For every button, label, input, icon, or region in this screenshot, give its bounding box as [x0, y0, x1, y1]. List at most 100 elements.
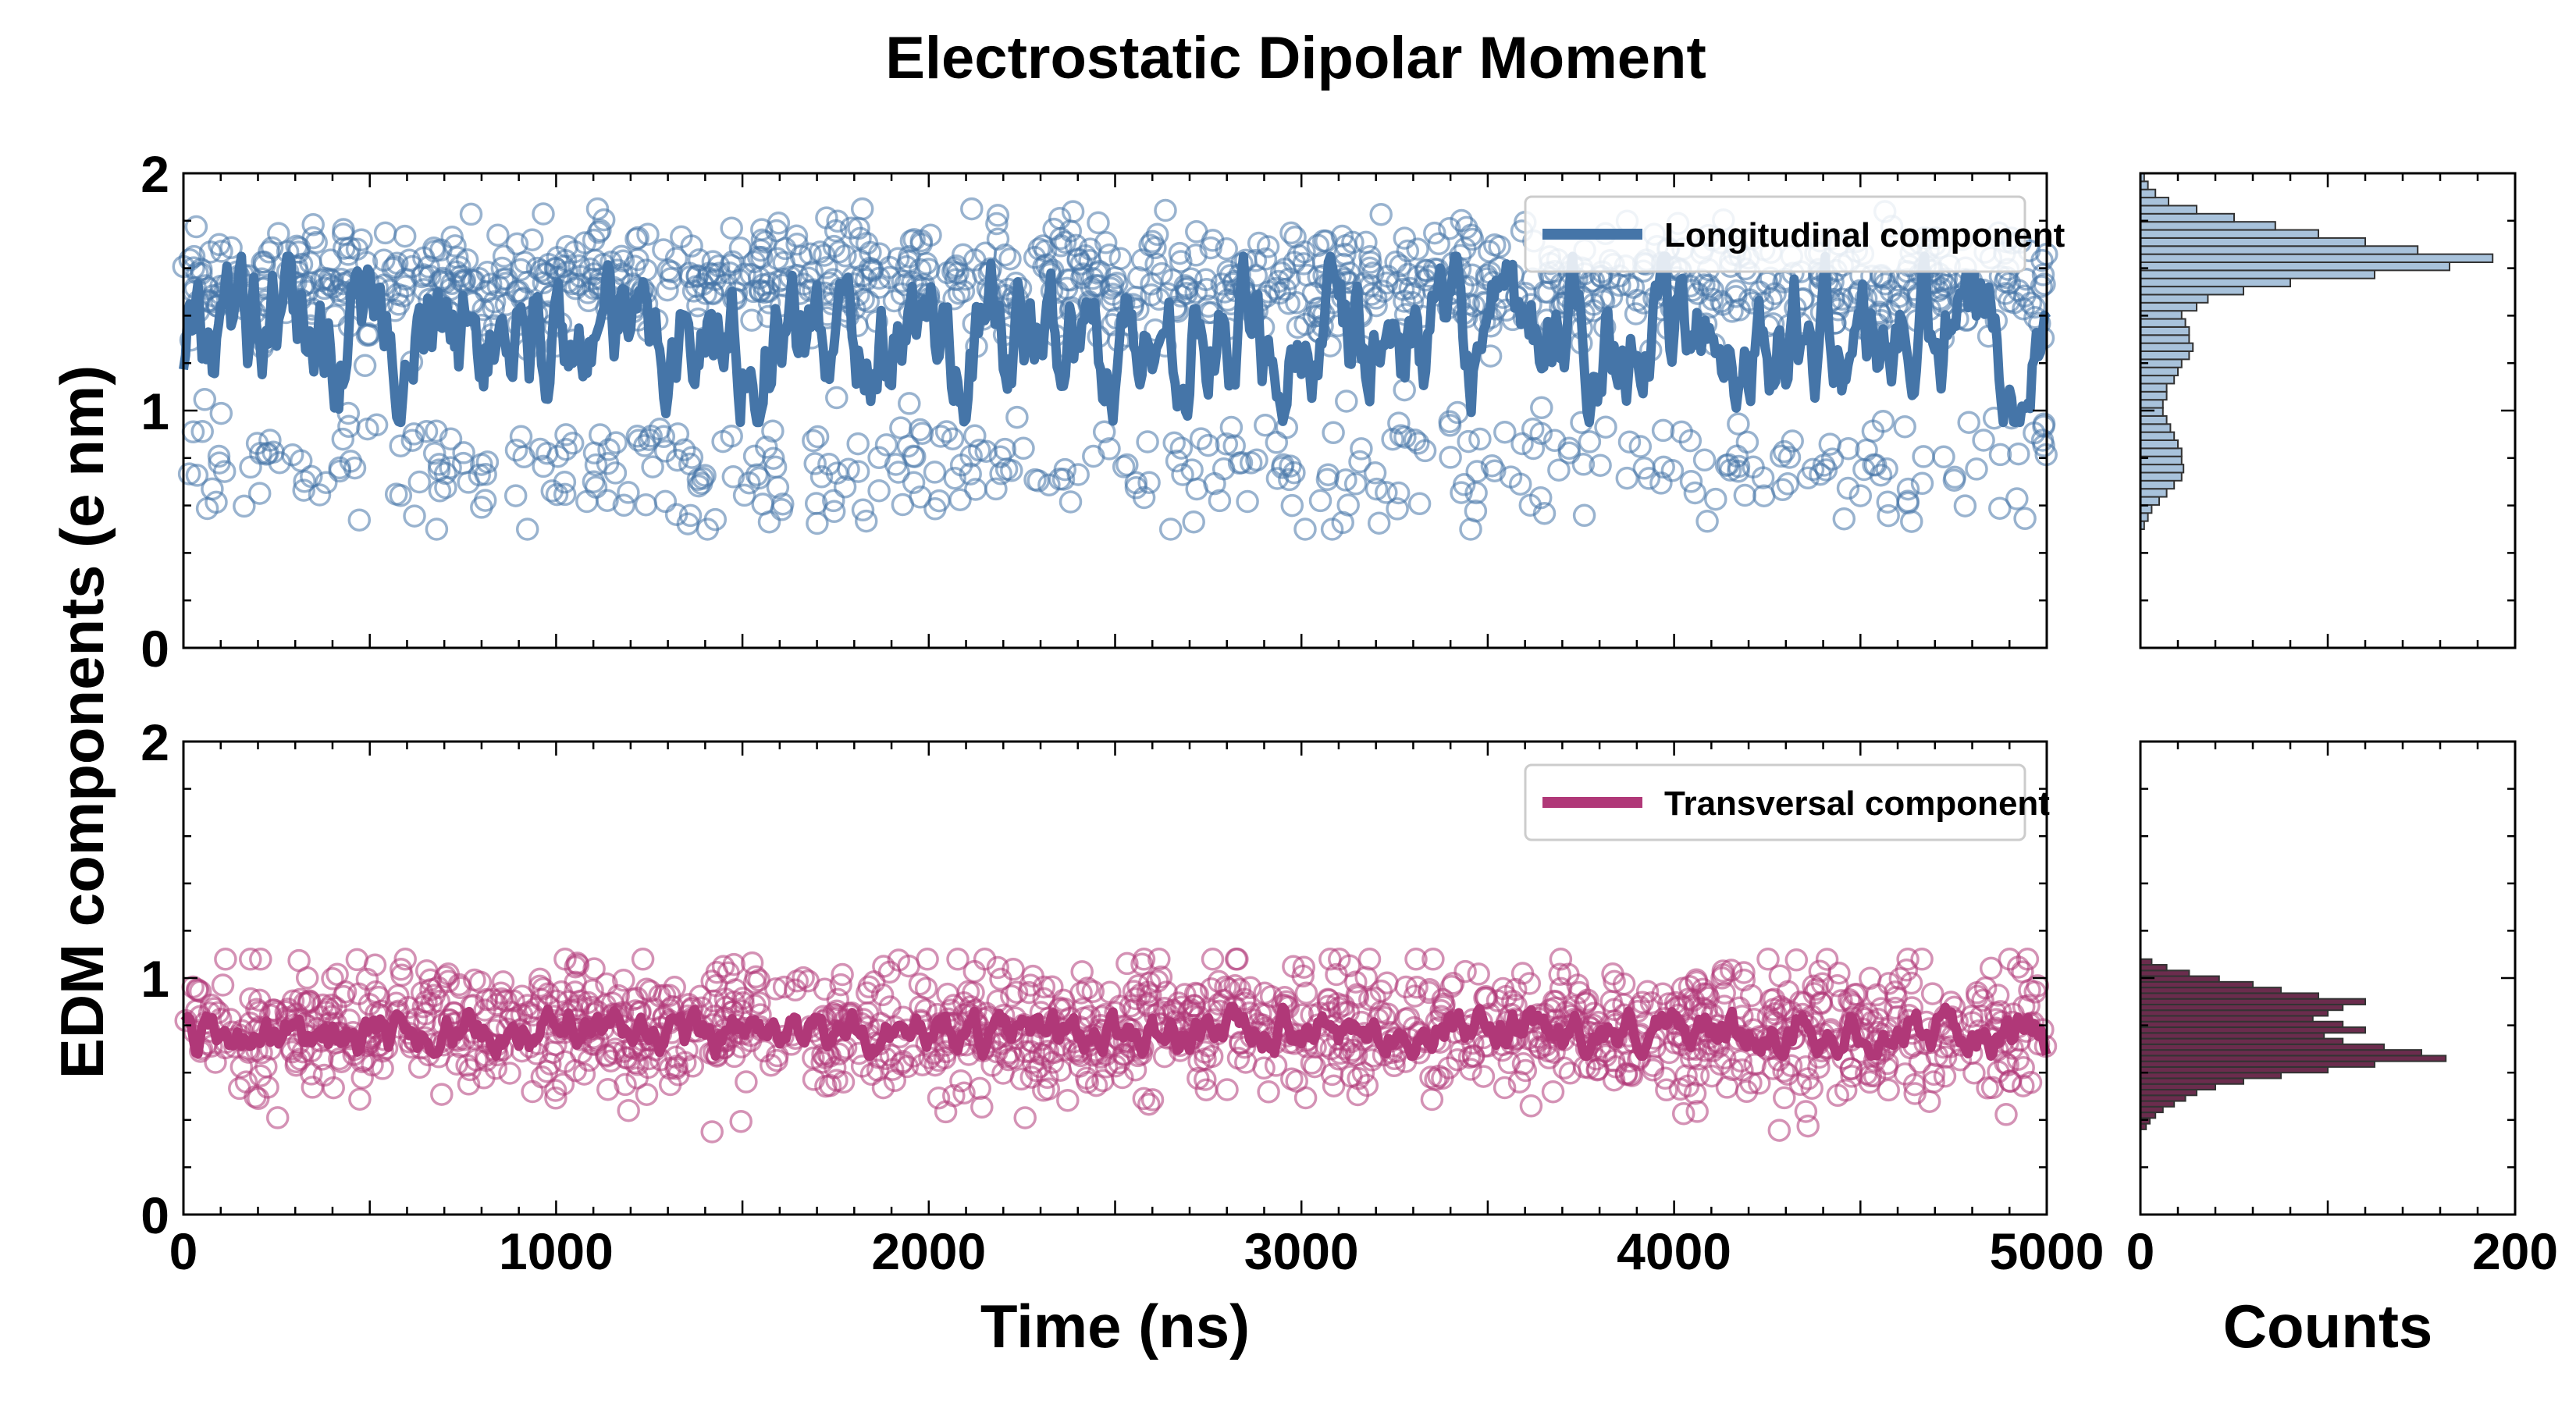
scatter-point: [808, 240, 832, 264]
scatter-point: [625, 986, 649, 1010]
scatter-point: [1532, 501, 1557, 525]
scatter-point: [701, 250, 725, 273]
scatter-point: [1165, 449, 1189, 473]
histogram-bar: [2140, 471, 2183, 482]
scatter-point: [1292, 955, 1316, 979]
scatter-point: [1979, 956, 2003, 980]
scatter-point: [750, 218, 774, 241]
scatter-point: [573, 231, 597, 254]
scatter-point: [433, 461, 457, 486]
scatter-point: [1934, 1045, 1958, 1069]
scatter-point: [678, 265, 703, 289]
scatter-point: [1692, 448, 1717, 472]
scatter-point: [209, 401, 233, 425]
scatter-point: [652, 238, 675, 261]
scatter-point: [265, 1106, 290, 1129]
scatter-point: [1467, 962, 1490, 986]
scatter-point: [1875, 457, 1898, 481]
scatter-point: [766, 475, 790, 500]
histogram-bar: [2140, 447, 2183, 457]
scatter-point: [1049, 234, 1073, 258]
scatter-point: [1578, 430, 1602, 454]
scatter-point: [815, 256, 838, 279]
scatter-point: [1406, 237, 1429, 261]
scatter-point: [1138, 984, 1162, 1007]
scatter-point: [1137, 1092, 1161, 1116]
scatter-points: [172, 197, 2058, 541]
scatter-point: [304, 230, 328, 254]
scatter-point: [696, 518, 720, 541]
scatter-point: [1589, 454, 1612, 477]
x-tick-label: 3000: [1244, 1222, 1359, 1280]
x-tick-label: 5000: [1990, 1222, 2105, 1280]
histogram-bar: [2140, 334, 2190, 344]
scatter-point: [949, 1069, 973, 1093]
scatter-point: [300, 1062, 323, 1086]
scatter-point: [1194, 1078, 1218, 1101]
scatter-point: [486, 223, 510, 247]
scatter-point: [1776, 472, 1800, 496]
scatter-point: [910, 1053, 934, 1076]
scatter-point: [287, 948, 311, 973]
scatter-point: [1866, 1008, 1890, 1031]
scatter-point: [1407, 432, 1430, 455]
legend-box: [1524, 763, 2026, 841]
scatter-point: [678, 452, 702, 476]
legend: Longitudinal component: [1524, 195, 2065, 273]
scatter-point: [293, 469, 316, 493]
histogram-bar: [2140, 1020, 2344, 1029]
scatter-point: [1358, 244, 1382, 269]
scatter-point: [262, 998, 286, 1023]
histogram-bar: [2140, 1037, 2344, 1045]
scatter-point: [1762, 998, 1785, 1022]
scatter-point: [300, 464, 323, 489]
scatter-point: [1704, 487, 1727, 511]
scatter-point: [1655, 1078, 1678, 1102]
scatter-point: [1473, 986, 1496, 1010]
y-axis-label: EDM components (e nm): [48, 365, 116, 1079]
scatter-point: [1183, 981, 1208, 1005]
scatter-point: [1197, 433, 1220, 457]
scatter-point: [1471, 1065, 1496, 1088]
scatter-point: [1278, 468, 1301, 492]
scatter-point: [747, 466, 771, 490]
scatter-point: [1572, 503, 1596, 528]
scatter-point: [1254, 413, 1277, 437]
scatter-point: [214, 948, 237, 971]
scatter-point: [585, 197, 610, 221]
scatter-point: [1068, 1055, 1091, 1078]
scatter-point: [1485, 989, 1510, 1012]
scatter-point: [1468, 427, 1492, 451]
scatter-point: [1687, 1047, 1710, 1071]
scatter-point: [1199, 977, 1223, 1001]
scatter-point: [1900, 510, 1923, 533]
scatter-point: [1393, 226, 1417, 250]
scatter-point: [839, 216, 863, 240]
scatter-point: [1499, 465, 1523, 489]
scatter-point: [772, 975, 796, 999]
scatter-point: [656, 278, 679, 302]
scatter-point: [1236, 489, 1259, 514]
scatter-point: [1547, 458, 1571, 482]
scatter-point: [444, 260, 468, 283]
scatter-point: [1037, 1077, 1061, 1101]
histogram-bar: [2140, 375, 2176, 385]
scatter-point: [824, 219, 848, 243]
x-tick-label: 4000: [1617, 1222, 1731, 1280]
scatter-point: [1130, 248, 1155, 272]
scatter-point: [212, 460, 237, 483]
scatter-point: [941, 427, 965, 450]
scatter-point: [1303, 1055, 1326, 1079]
scatter-point: [575, 489, 599, 514]
scatter-point: [761, 419, 785, 443]
scatter-point: [422, 442, 447, 465]
scatter-point: [1488, 235, 1511, 258]
scatter-point: [1980, 1076, 2005, 1100]
scatter-point: [2032, 434, 2055, 457]
scatter-point: [1678, 429, 1703, 453]
legend-box: [1524, 195, 2026, 273]
scatter-point: [1571, 453, 1596, 476]
scatter-point: [603, 461, 628, 485]
scatter-point: [1965, 457, 1988, 481]
scatter-point: [1021, 964, 1044, 988]
